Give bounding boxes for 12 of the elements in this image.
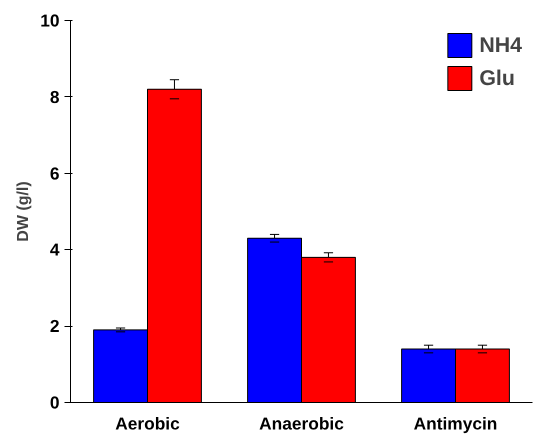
x-tick-label: Anaerobic (259, 414, 344, 434)
x-tick-label: Antimycin (414, 414, 498, 434)
x-tick-label: Aerobic (115, 414, 180, 434)
y-tick-label: 8 (50, 86, 60, 107)
y-tick-label: 10 (40, 10, 60, 30)
y-tick-label: 6 (50, 163, 60, 184)
y-tick-label: 0 (50, 392, 60, 412)
legend-label: NH4 (479, 32, 522, 58)
legend-label: Glu (479, 66, 515, 90)
y-tick-label: 4 (50, 240, 60, 260)
y-axis-title: DW (g/l) (15, 181, 32, 242)
y-tick-label: 2 (50, 316, 60, 336)
